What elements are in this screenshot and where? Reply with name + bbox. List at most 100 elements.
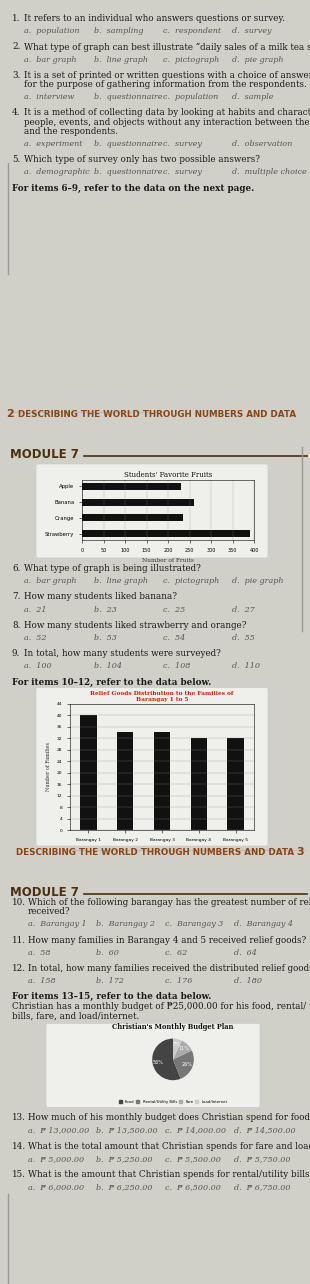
Text: It refers to an individual who answers questions or survey.: It refers to an individual who answers q… (24, 14, 285, 23)
Text: b.  ₱ 5,250.00: b. ₱ 5,250.00 (96, 1156, 153, 1163)
Text: c.  pictograph: c. pictograph (163, 55, 219, 64)
Text: d.  ₱ 14,500.00: d. ₱ 14,500.00 (233, 1126, 295, 1135)
Text: d.  27: d. 27 (232, 606, 255, 614)
Text: d.  ₱ 6,750.00: d. ₱ 6,750.00 (233, 1184, 290, 1192)
Bar (191, 738, 207, 829)
Wedge shape (152, 1039, 181, 1080)
Text: DESCRIBING THE WORLD THROUGH NUMBERS AND DATA: DESCRIBING THE WORLD THROUGH NUMBERS AND… (16, 847, 294, 856)
Text: For items 10–12, refer to the data below.: For items 10–12, refer to the data below… (12, 678, 211, 687)
Text: 6.: 6. (12, 564, 20, 573)
Text: In total, how many families received the distributed relief goods?: In total, how many families received the… (28, 964, 310, 973)
Text: a.  bar graph: a. bar graph (24, 578, 77, 586)
Text: b.  Barangay 2: b. Barangay 2 (96, 921, 156, 928)
Text: c.  population: c. population (163, 94, 218, 101)
Text: c.  176: c. 176 (165, 977, 193, 985)
Bar (117, 732, 134, 829)
Text: 4.: 4. (12, 108, 20, 117)
Text: c.  108: c. 108 (163, 663, 190, 670)
Text: d.  110: d. 110 (232, 663, 260, 670)
Text: MODULE 7: MODULE 7 (10, 448, 79, 461)
Text: 2.: 2. (12, 42, 20, 51)
Text: c.  ₱ 5,500.00: c. ₱ 5,500.00 (165, 1156, 221, 1163)
Wedge shape (173, 1040, 192, 1059)
Text: b.  172: b. 172 (96, 977, 125, 985)
Text: and the respondents.: and the respondents. (24, 127, 118, 136)
Text: received?: received? (28, 908, 71, 917)
Text: 7%: 7% (172, 1043, 180, 1048)
Text: a.  bar graph: a. bar graph (24, 55, 77, 64)
Text: a.  demographic: a. demographic (24, 168, 90, 176)
Text: d.  64: d. 64 (233, 949, 256, 957)
Text: b.  ₱ 6,250.00: b. ₱ 6,250.00 (96, 1184, 153, 1192)
Text: c.  ₱ 14,000.00: c. ₱ 14,000.00 (165, 1126, 226, 1135)
Text: 3: 3 (296, 847, 304, 856)
Text: Which of the following barangay has the greatest number of relief goods: Which of the following barangay has the … (28, 898, 310, 907)
Text: b.  questionnaire: b. questionnaire (94, 94, 162, 101)
Text: 10.: 10. (12, 898, 26, 907)
Text: c.  pictograph: c. pictograph (163, 578, 219, 586)
Text: For items 13–15, refer to the data below.: For items 13–15, refer to the data below… (12, 993, 211, 1002)
Text: d.  multiple choice: d. multiple choice (232, 168, 307, 176)
Text: How many families in Barangay 4 and 5 received relief goods?: How many families in Barangay 4 and 5 re… (28, 936, 306, 945)
Bar (227, 738, 244, 829)
Text: How many students liked strawberry and orange?: How many students liked strawberry and o… (24, 620, 246, 629)
Text: d.  observation: d. observation (232, 140, 293, 148)
Text: DESCRIBING THE WORLD THROUGH NUMBERS AND DATA: DESCRIBING THE WORLD THROUGH NUMBERS AND… (18, 410, 296, 419)
Text: c.  25: c. 25 (163, 606, 185, 614)
Text: c.  Barangay 3: c. Barangay 3 (165, 921, 224, 928)
Text: a.  population: a. population (24, 27, 79, 35)
Text: What type of graph is being illustrated?: What type of graph is being illustrated? (24, 564, 201, 573)
Text: bills, fare, and load/internet.: bills, fare, and load/internet. (12, 1012, 139, 1021)
Text: What is the amount that Christian spends for rental/utility bills?: What is the amount that Christian spends… (28, 1170, 310, 1179)
Text: a.  158: a. 158 (28, 977, 55, 985)
Text: a.  Barangay 1: a. Barangay 1 (28, 921, 86, 928)
Bar (82, 530, 250, 537)
Text: 3.: 3. (12, 71, 20, 80)
Text: a.  100: a. 100 (24, 663, 52, 670)
Text: a.  21: a. 21 (24, 606, 46, 614)
Text: Which type of survey only has two possible answers?: Which type of survey only has two possib… (24, 155, 260, 164)
Text: b.  questionnaire: b. questionnaire (94, 140, 162, 148)
Text: d.  55: d. 55 (232, 634, 255, 642)
Text: It is a method of collecting data by looking at habits and characteristics of: It is a method of collecting data by loo… (24, 108, 310, 117)
Text: c.  survey: c. survey (163, 140, 202, 148)
Text: It is a set of printed or written questions with a choice of answers devised: It is a set of printed or written questi… (24, 71, 310, 80)
Text: 12.: 12. (12, 964, 26, 973)
Text: people, events, and objects without any interaction between the researcher: people, events, and objects without any … (24, 118, 310, 127)
Text: a.  58: a. 58 (28, 949, 51, 957)
Text: b.  ₱ 13,500.00: b. ₱ 13,500.00 (96, 1126, 158, 1135)
Text: 8.: 8. (12, 620, 20, 629)
Text: c.  survey: c. survey (163, 168, 202, 176)
Text: 56%: 56% (153, 1059, 164, 1064)
Text: How much of his monthly budget does Christian spend for food?: How much of his monthly budget does Chri… (28, 1113, 310, 1122)
Text: 11%: 11% (178, 1046, 189, 1052)
Text: How many students liked banana?: How many students liked banana? (24, 592, 177, 601)
Text: b.  53: b. 53 (94, 634, 116, 642)
Text: b.  23: b. 23 (94, 606, 116, 614)
Text: 26%: 26% (181, 1062, 193, 1067)
Text: for the purpose of gathering information from the respondents.: for the purpose of gathering information… (24, 80, 307, 89)
Bar (80, 715, 97, 829)
Title: Students' Favorite Fruits: Students' Favorite Fruits (124, 471, 212, 479)
Text: d.  survey: d. survey (232, 27, 272, 35)
Text: c.  ₱ 6,500.00: c. ₱ 6,500.00 (165, 1184, 221, 1192)
Title: Relief Goods Distribution to the Families of
Barangay 1 to 5: Relief Goods Distribution to the Familie… (90, 691, 234, 702)
Bar (82, 515, 183, 521)
Text: 11.: 11. (12, 936, 26, 945)
Text: Christian has a monthly budget of ₱25,000.00 for his food, rental/ utility: Christian has a monthly budget of ₱25,00… (12, 1003, 310, 1012)
Text: b.  104: b. 104 (94, 663, 122, 670)
Wedge shape (173, 1039, 182, 1059)
Text: d.  180: d. 180 (233, 977, 262, 985)
Text: b.  60: b. 60 (96, 949, 119, 957)
Text: b.  line graph: b. line graph (94, 578, 148, 586)
Text: d.  ₱ 5,750.00: d. ₱ 5,750.00 (233, 1156, 290, 1163)
Bar (82, 498, 194, 506)
Title: Christian's Monthly Budget Plan: Christian's Monthly Budget Plan (112, 1023, 234, 1031)
Text: 14.: 14. (12, 1141, 26, 1150)
Text: a.  52: a. 52 (24, 634, 46, 642)
Text: b.  questionnaire: b. questionnaire (94, 168, 162, 176)
Text: b.  line graph: b. line graph (94, 55, 148, 64)
Text: 15.: 15. (12, 1170, 26, 1179)
FancyBboxPatch shape (46, 1023, 260, 1107)
Y-axis label: Number of Families: Number of Families (46, 742, 51, 791)
